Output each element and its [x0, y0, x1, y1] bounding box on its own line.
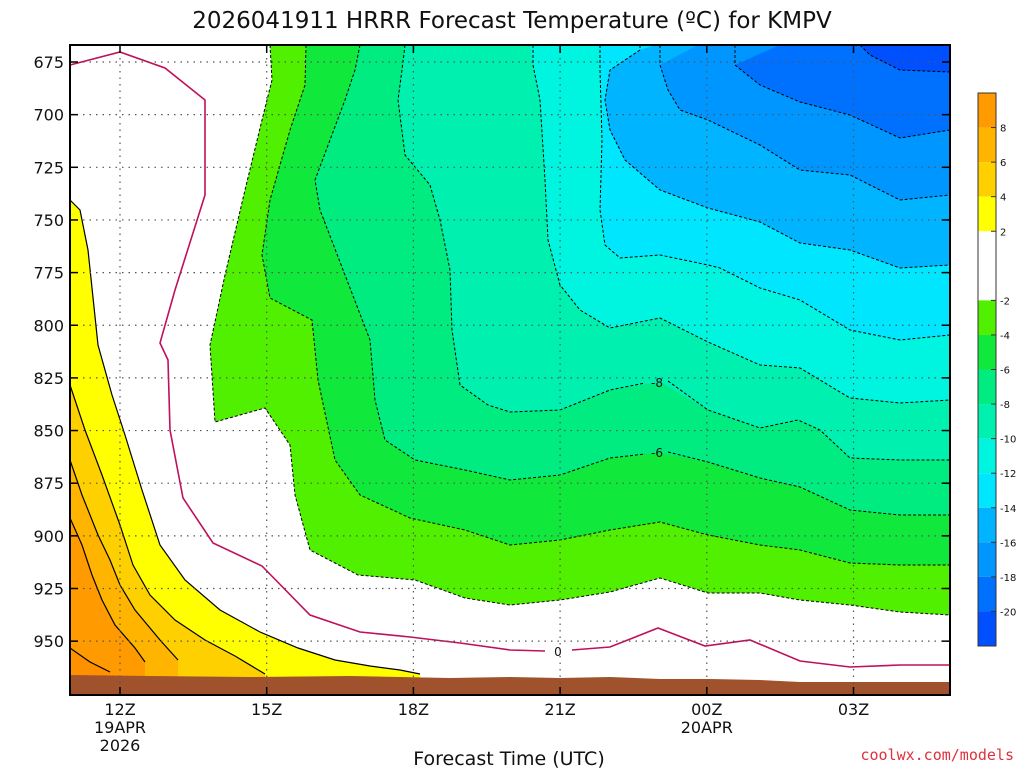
- y-axis: 675 700 725 750 775 800 825 850 875 900 925 950: [33, 53, 950, 651]
- contour-10: [69, 647, 111, 673]
- colorbar-tick-label: -12: [1000, 469, 1016, 480]
- y-tick-label: 950: [33, 632, 64, 651]
- y-tick-label: 775: [33, 264, 64, 283]
- contour-minus-18: [734, 45, 951, 139]
- contour-minus-2: [209, 44, 951, 616]
- x-tick-label: 19APR: [94, 718, 146, 737]
- contour-4: [69, 384, 266, 675]
- y-tick-label: 750: [33, 211, 64, 230]
- ground-terrain: [70, 675, 950, 695]
- contour-minus-16: [659, 45, 951, 201]
- colorbar-tick-label: 6: [1000, 158, 1006, 169]
- colorbar-swatch: [978, 127, 996, 163]
- band-8-to-10: [70, 518, 145, 695]
- colorbar-tick-label: -2: [1000, 296, 1010, 307]
- colorbar-tick-label: -20: [1000, 607, 1016, 618]
- band-minus-22-to-minus-20: [860, 45, 950, 72]
- colorbar-swatch: [978, 611, 996, 646]
- y-tick-label: 675: [33, 53, 64, 72]
- colorbar-swatch: [978, 93, 996, 128]
- colorbar-swatch: [978, 576, 996, 612]
- colorbar-tick-label: 4: [1000, 193, 1006, 204]
- y-tick-label: 800: [33, 316, 64, 335]
- chart-title: 2026041911 HRRR Forecast Temperature (ºC…: [192, 8, 832, 34]
- y-tick-label: 850: [33, 422, 64, 441]
- freezing-line-contour: [69, 51, 950, 668]
- colorbar: 8 6 4 2 -2 -4 -6 -8 -10 -12 -14 -16 -18 -20: [977, 92, 1016, 647]
- y-tick-label: 700: [33, 106, 64, 125]
- credit-link[interactable]: coolwx.com/models: [860, 746, 1014, 764]
- negative-contour-lines: [209, 44, 951, 616]
- colorbar-tick-label: -8: [1000, 400, 1010, 411]
- colorbar-swatch: [978, 231, 996, 301]
- colorbar-tick-label: 2: [1000, 227, 1006, 238]
- contour-minus-12: [599, 45, 951, 341]
- contour-label: -8: [651, 376, 663, 390]
- contour-minus-20: [859, 44, 951, 73]
- colorbar-swatch: [978, 542, 996, 577]
- y-tick-label: 900: [33, 527, 64, 546]
- plot-frame: [69, 44, 951, 696]
- colorbar-tick-label: -10: [1000, 435, 1016, 446]
- colorbar-swatch: [978, 473, 996, 508]
- y-tick-label: 725: [33, 158, 64, 177]
- contour-minus-14: [604, 45, 951, 269]
- contour-label: -6: [651, 446, 663, 460]
- colorbar-swatch: [978, 334, 996, 370]
- band-2-to-4: [70, 200, 420, 695]
- contour-minus-6: [314, 44, 950, 516]
- y-tick-label: 875: [33, 474, 64, 493]
- colorbar-swatch: [978, 300, 996, 335]
- y-tick-label: 825: [33, 369, 64, 388]
- colorbar-swatch: [978, 404, 996, 439]
- x-tick-label: 12Z: [104, 700, 135, 719]
- contour-8: [69, 517, 146, 663]
- colorbar-tick-label: -4: [1000, 331, 1010, 342]
- x-tick-label: 03Z: [838, 700, 869, 719]
- filled-contours: [210, 45, 950, 615]
- contour-2: [69, 199, 421, 675]
- x-tick-label: 20APR: [681, 718, 733, 737]
- colorbar-tick-label: 8: [1000, 124, 1006, 135]
- x-tick-label: 18Z: [398, 700, 429, 719]
- x-axis-label: Forecast Time (UTC): [413, 748, 604, 768]
- contour-label: 0: [554, 645, 562, 659]
- y-tick-label: 925: [33, 580, 64, 599]
- colorbar-tick-label: -14: [1000, 504, 1016, 515]
- contour-6: [69, 459, 179, 661]
- colorbar-tick-label: -6: [1000, 366, 1010, 377]
- x-tick-label: 21Z: [544, 700, 575, 719]
- colorbar-swatch: [978, 196, 996, 232]
- colorbar-swatch: [978, 162, 996, 197]
- x-tick-label: 15Z: [251, 700, 282, 719]
- colorbar-tick-label: -16: [1000, 538, 1016, 549]
- colorbar-tick-label: -18: [1000, 573, 1016, 584]
- contour-minus-8: [397, 44, 950, 461]
- x-tick-label: 2026: [100, 736, 141, 755]
- contour-minus-10: [532, 45, 951, 404]
- colorbar-swatch: [978, 438, 996, 474]
- positive-contour-lines: [69, 199, 421, 675]
- colorbar-swatch: [978, 369, 996, 405]
- contour-minus-4: [261, 44, 950, 566]
- colorbar-swatch: [978, 507, 996, 543]
- grid-lines: [70, 45, 950, 695]
- x-tick-label: 00Z: [691, 700, 722, 719]
